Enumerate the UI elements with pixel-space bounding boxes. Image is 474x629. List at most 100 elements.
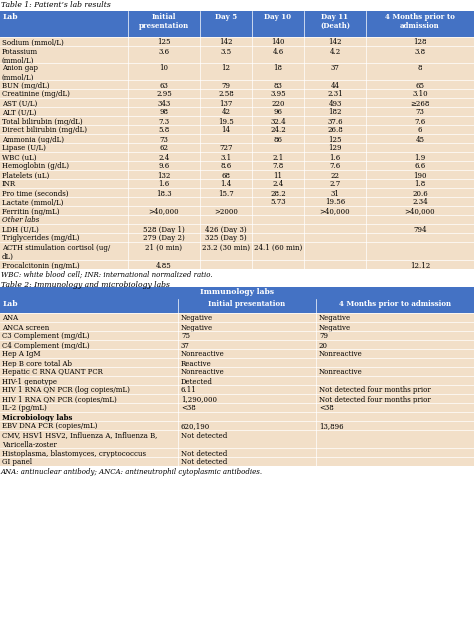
Bar — [0, 394, 474, 403]
Text: 5.73: 5.73 — [270, 199, 286, 206]
Text: Anion gap
(mmol/L): Anion gap (mmol/L) — [2, 65, 38, 82]
Text: Microbiology labs: Microbiology labs — [2, 413, 73, 421]
Text: 1.6: 1.6 — [158, 181, 170, 189]
Text: EBV DNA PCR (copies/mL): EBV DNA PCR (copies/mL) — [2, 423, 97, 430]
Text: 620,190: 620,190 — [181, 423, 210, 430]
Bar — [0, 188, 474, 197]
Bar — [0, 179, 474, 188]
Text: Potassium
(mmol/L): Potassium (mmol/L) — [2, 48, 38, 65]
Text: >40,000: >40,000 — [405, 208, 435, 216]
Text: 45: 45 — [416, 135, 425, 143]
Text: Hep A IgM: Hep A IgM — [2, 350, 40, 359]
Text: 5.8: 5.8 — [158, 126, 170, 135]
Text: Not detected: Not detected — [181, 431, 227, 440]
Bar — [0, 430, 474, 448]
Text: 19.56: 19.56 — [325, 199, 345, 206]
Text: Negative: Negative — [319, 314, 351, 323]
Text: Ferritin (ng/mL): Ferritin (ng/mL) — [2, 208, 60, 216]
Text: 128: 128 — [413, 38, 427, 47]
Text: ACTH stimulation cortisol (ug/
dL): ACTH stimulation cortisol (ug/ dL) — [2, 243, 110, 260]
Bar — [0, 367, 474, 376]
Bar — [0, 322, 474, 331]
Text: IL-2 (pg/mL): IL-2 (pg/mL) — [2, 404, 47, 413]
Text: 182: 182 — [328, 108, 342, 116]
Bar — [0, 11, 474, 37]
Text: 11: 11 — [273, 172, 283, 179]
Bar — [0, 116, 474, 125]
Bar — [0, 331, 474, 340]
Text: >40,000: >40,000 — [149, 208, 179, 216]
Text: Nonreactive: Nonreactive — [319, 369, 363, 377]
Text: 96: 96 — [273, 108, 283, 116]
Text: 37: 37 — [181, 342, 190, 350]
Text: 63: 63 — [160, 82, 168, 89]
Text: Negative: Negative — [181, 314, 213, 323]
Bar — [0, 224, 474, 233]
Text: 2.4: 2.4 — [158, 153, 170, 162]
Text: 6.6: 6.6 — [414, 162, 426, 170]
Bar — [0, 242, 474, 260]
Text: 44: 44 — [330, 82, 339, 89]
Text: 24.2: 24.2 — [270, 126, 286, 135]
Bar — [0, 215, 474, 224]
Text: 7.6: 7.6 — [414, 118, 426, 126]
Text: 343: 343 — [157, 99, 171, 108]
Bar — [0, 358, 474, 367]
Text: Nonreactive: Nonreactive — [181, 369, 225, 377]
Text: 794: 794 — [413, 226, 427, 233]
Text: 21 (0 min): 21 (0 min) — [146, 243, 182, 252]
Text: 1.6: 1.6 — [329, 153, 341, 162]
Bar — [0, 63, 474, 80]
Text: 7.8: 7.8 — [273, 162, 283, 170]
Text: 4 Months prior to
admission: 4 Months prior to admission — [385, 13, 455, 30]
Text: WBC: white blood cell; INR: international normalized ratio.: WBC: white blood cell; INR: internationa… — [1, 271, 213, 279]
Text: 19.5: 19.5 — [218, 118, 234, 126]
Text: 8: 8 — [418, 65, 422, 72]
Text: 2.31: 2.31 — [327, 91, 343, 99]
Text: 2.4: 2.4 — [273, 181, 283, 189]
Text: Direct bilirubin (mg/dL): Direct bilirubin (mg/dL) — [2, 126, 87, 135]
Text: 1.9: 1.9 — [414, 153, 426, 162]
Text: 2.34: 2.34 — [412, 199, 428, 206]
Bar — [0, 260, 474, 269]
Text: Histoplasma, blastomyces, cryptococcus: Histoplasma, blastomyces, cryptococcus — [2, 450, 146, 457]
Text: Nonreactive: Nonreactive — [181, 350, 225, 359]
Text: 32.4: 32.4 — [270, 118, 286, 126]
Bar — [0, 340, 474, 349]
Text: Hep B core total Ab: Hep B core total Ab — [2, 360, 72, 367]
Text: LDH (U/L): LDH (U/L) — [2, 226, 39, 233]
Text: Immunology labs: Immunology labs — [200, 289, 274, 296]
Text: 73: 73 — [160, 135, 168, 143]
Text: 279 (Day 2): 279 (Day 2) — [143, 235, 185, 243]
Text: ANA: ANA — [2, 314, 18, 323]
Text: 79: 79 — [319, 333, 328, 340]
Text: 2.58: 2.58 — [218, 91, 234, 99]
Bar — [0, 89, 474, 98]
Text: Not detected: Not detected — [181, 450, 227, 457]
Text: HIV-1 genotype: HIV-1 genotype — [2, 377, 57, 386]
Text: 1,290,000: 1,290,000 — [181, 396, 217, 403]
Text: 14: 14 — [221, 126, 230, 135]
Text: 6.11: 6.11 — [181, 386, 197, 394]
Text: Reactive: Reactive — [181, 360, 212, 367]
Text: Not detected: Not detected — [181, 459, 227, 467]
Text: 13,896: 13,896 — [319, 423, 344, 430]
Text: 73: 73 — [416, 108, 424, 116]
Bar — [0, 412, 474, 421]
Text: Procalcitonin (ng/mL): Procalcitonin (ng/mL) — [2, 262, 80, 269]
Text: 68: 68 — [221, 172, 230, 179]
Text: 86: 86 — [273, 135, 283, 143]
Text: 18: 18 — [273, 65, 283, 72]
Text: 3.6: 3.6 — [158, 48, 170, 55]
Text: 20: 20 — [319, 342, 328, 350]
Text: 83: 83 — [273, 82, 283, 89]
Text: >40,000: >40,000 — [319, 208, 350, 216]
Bar — [0, 125, 474, 134]
Text: 42: 42 — [221, 108, 230, 116]
Text: 37: 37 — [330, 65, 339, 72]
Bar — [0, 143, 474, 152]
Text: 4 Months prior to admission: 4 Months prior to admission — [339, 301, 451, 308]
Text: Lab: Lab — [3, 301, 18, 308]
Text: 137: 137 — [219, 99, 233, 108]
Text: 4.6: 4.6 — [273, 48, 283, 55]
